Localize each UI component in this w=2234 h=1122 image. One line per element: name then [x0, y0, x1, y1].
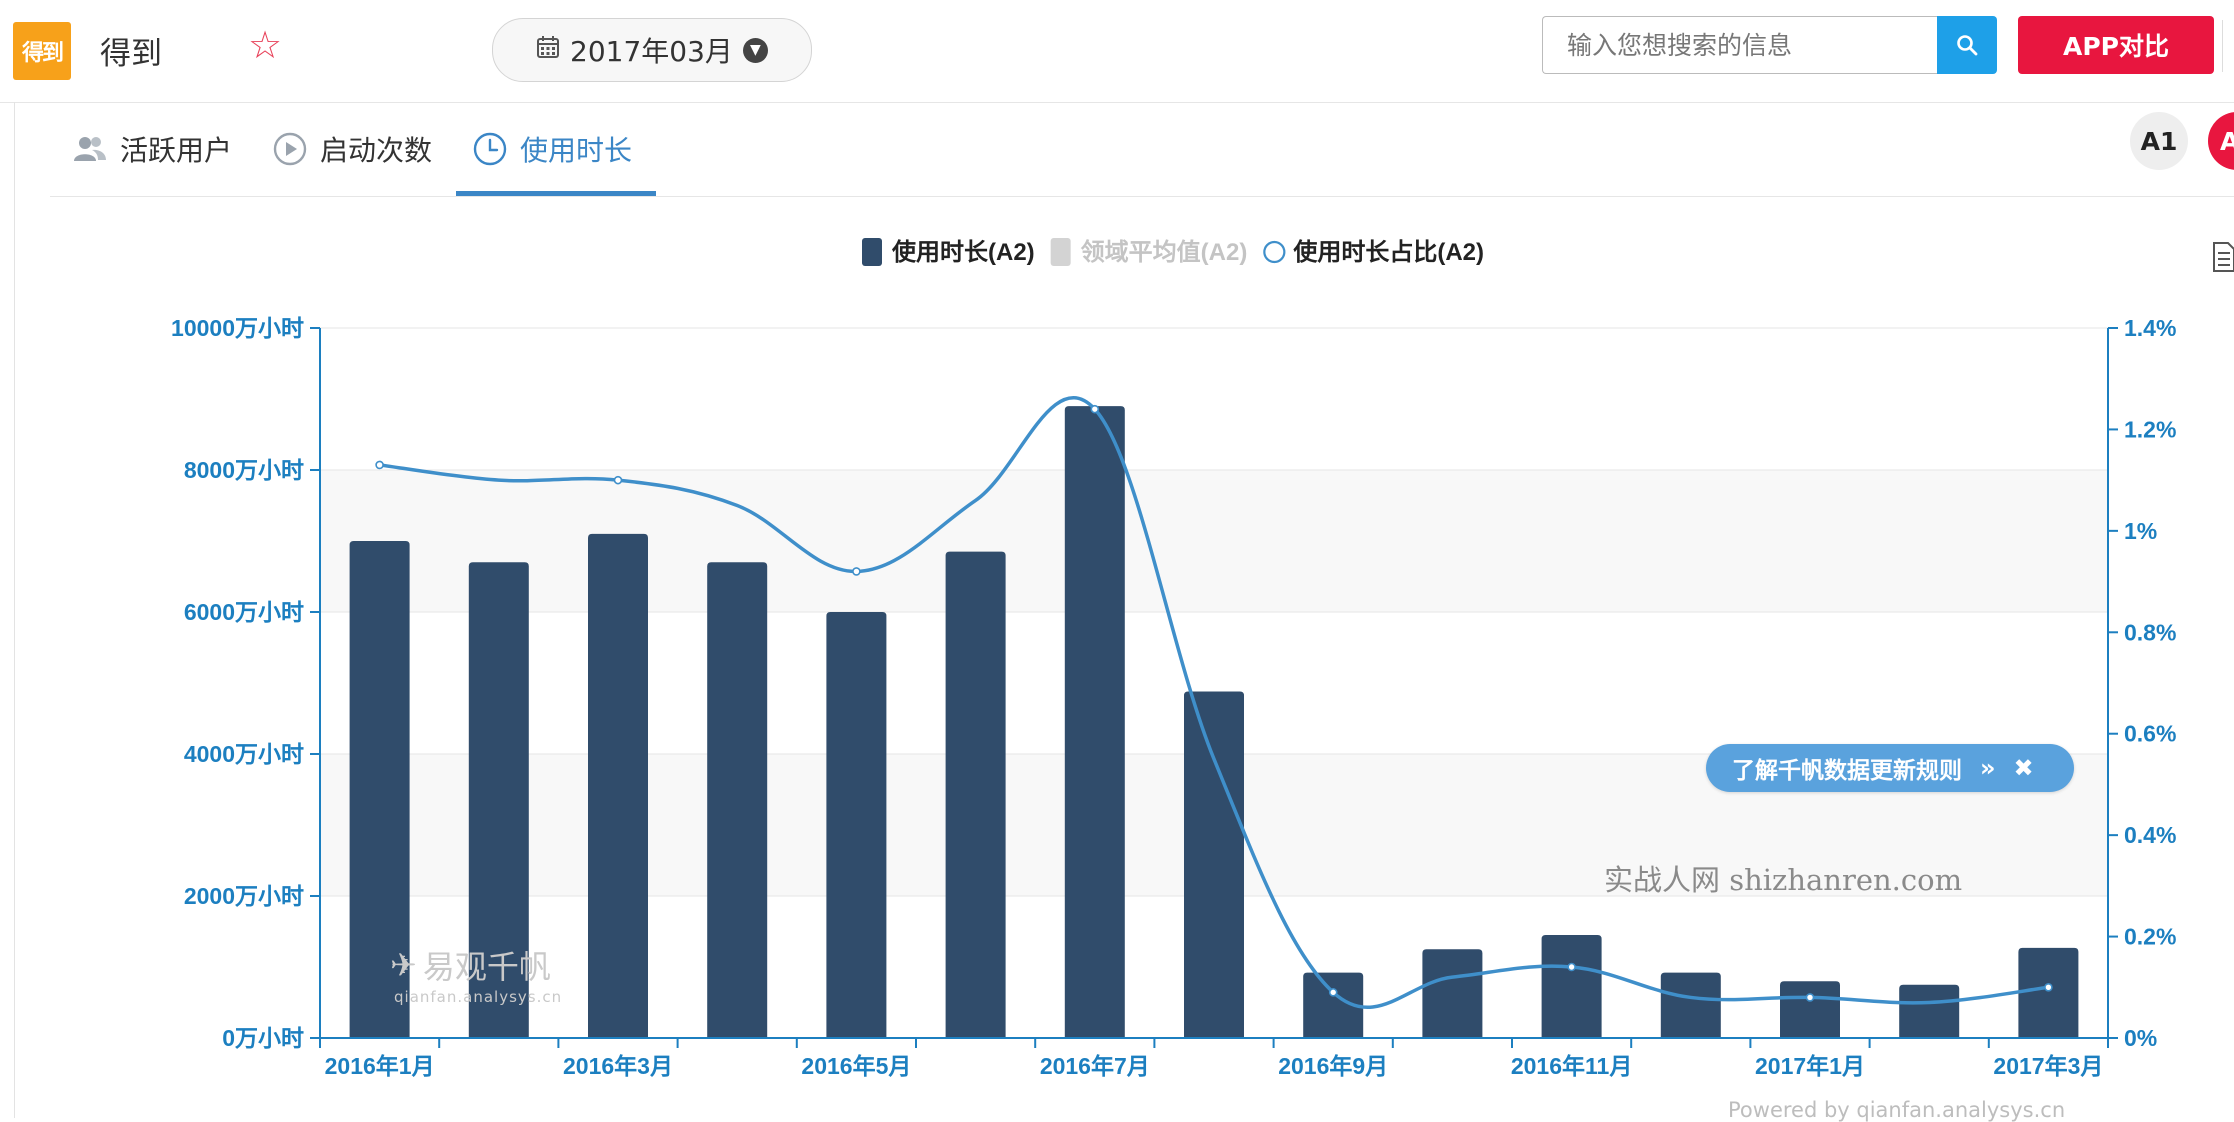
powered-by-credit: Powered by qianfan.analysys.cn [1728, 1098, 2066, 1122]
line-point [1328, 988, 1338, 997]
search-input[interactable] [1542, 16, 1937, 74]
month-value: 2017年03月 [570, 35, 733, 68]
bar-usage-duration [945, 551, 1006, 1038]
y-tick-label-left: 4000万小时 [184, 741, 304, 767]
line-usage-share [379, 396, 2049, 1009]
x-tick-label: 2017年1月 [1755, 1053, 1865, 1079]
y-tick-label-left: 2000万小时 [184, 883, 304, 909]
legend-label: 使用时长占比(A2) [1292, 239, 1484, 266]
x-tick-label: 2016年11月 [1511, 1053, 1632, 1079]
legend-bar-icon [862, 238, 882, 266]
line-point [852, 567, 861, 576]
site-watermark: 实战人网 shizhanren.com [1604, 863, 1963, 897]
legend-label: 使用时长(A2) [891, 239, 1035, 266]
bar-usage-duration [1184, 691, 1244, 1038]
tab-usage-duration[interactable]: 使用时长 [472, 102, 632, 196]
tab-active-users[interactable]: 活跃用户 [72, 102, 232, 196]
line-point [1805, 993, 1815, 1002]
x-tick-label: 2016年9月 [1278, 1053, 1388, 1079]
banner-label: 了解千帆数据更新规则 [1732, 758, 1962, 784]
y-tick-label-left: 0万小时 [222, 1025, 304, 1051]
bar-usage-duration [826, 612, 887, 1038]
y-tick-label-left: 8000万小时 [184, 457, 304, 483]
bar-usage-duration [1660, 972, 1721, 1038]
double-chevron-right-icon[interactable]: » [1980, 754, 1996, 782]
calendar-icon [536, 35, 560, 66]
bar-usage-duration [1899, 984, 1960, 1038]
bar-usage-duration [2018, 947, 2079, 1038]
tab-launch-count[interactable]: 启动次数 [272, 102, 432, 196]
bar-usage-duration [1303, 972, 1364, 1038]
data-update-rules-banner[interactable]: 了解千帆数据更新规则 » ✖ [1706, 744, 2074, 792]
app-compare-button[interactable]: APP对比 [2018, 16, 2214, 74]
bar-usage-duration [707, 562, 768, 1038]
app-logo: 得到 [13, 22, 71, 80]
paper-plane-icon: ✈ [390, 946, 417, 984]
tab-label: 启动次数 [320, 134, 433, 167]
app-a1-badge[interactable]: A1 [2130, 112, 2188, 170]
tab-label: 使用时长 [520, 134, 633, 167]
legend-label: 领域平均值(A2) [1081, 238, 1248, 266]
y-tick-label-right: 0% [2124, 1025, 2157, 1051]
line-point [613, 475, 623, 485]
chevron-down-icon: ▼ [742, 37, 768, 63]
line-point [375, 460, 384, 470]
brand-watermark: ✈ 易观千帆 qianfan.analysys.cn [390, 942, 562, 1006]
y-tick-label-right: 1.4% [2124, 315, 2176, 341]
divider [2222, 20, 2223, 72]
y-tick-label-right: 0.4% [2124, 822, 2176, 848]
line-point [1090, 404, 1100, 414]
bar-usage-duration [1422, 949, 1483, 1038]
y-tick-label-right: 1.2% [2124, 416, 2176, 442]
bar-usage-duration [349, 541, 410, 1038]
clock-icon [473, 132, 507, 166]
x-tick-label: 2016年5月 [801, 1053, 911, 1079]
users-icon [74, 137, 106, 161]
x-tick-label: 2016年1月 [325, 1053, 435, 1079]
bar-usage-duration [1064, 406, 1125, 1039]
bar-usage-duration [468, 562, 529, 1038]
divider [14, 102, 15, 1118]
month-picker[interactable]: 2017年03月 ▼ [492, 18, 812, 82]
bar-usage-duration [588, 533, 648, 1038]
document-icon[interactable] [2212, 240, 2234, 278]
x-tick-label: 2016年7月 [1040, 1053, 1150, 1079]
y-tick-label-right: 0.8% [2124, 619, 2176, 645]
y-tick-label-left: 10000万小时 [171, 315, 304, 341]
tab-label: 活跃用户 [120, 134, 233, 167]
watermark-name: 易观千帆 [422, 948, 551, 986]
active-tab-indicator [456, 191, 656, 196]
close-icon[interactable]: ✖ [2013, 754, 2034, 782]
play-circle-icon [273, 132, 307, 166]
x-tick-label: 2017年3月 [1993, 1053, 2103, 1079]
y-tick-label-left: 6000万小时 [184, 599, 304, 625]
app-name: 得到 [100, 36, 162, 72]
search-icon [1957, 35, 1978, 56]
y-tick-label-right: 0.6% [2124, 721, 2176, 747]
legend-bar-icon [1050, 238, 1071, 266]
line-point [1567, 962, 1576, 972]
line-point [2044, 982, 2053, 992]
watermark-url: qianfan.analysys.cn [394, 988, 563, 1006]
top-bar: 得到 得到 ☆ 2017年03月 ▼ APP对比 [0, 0, 2234, 103]
favorite-star-icon[interactable]: ☆ [248, 23, 283, 67]
y-tick-label-right: 1% [2124, 518, 2157, 544]
bar-usage-duration [1541, 935, 1602, 1038]
metric-tabs: 活跃用户 启动次数 使用时长 [50, 102, 2234, 197]
bar-usage-duration [1780, 981, 1840, 1038]
y-tick-label-right: 0.2% [2124, 924, 2176, 950]
x-tick-label: 2016年3月 [563, 1053, 673, 1079]
legend-circle-icon [1263, 240, 1286, 264]
search-button[interactable] [1937, 16, 1997, 74]
